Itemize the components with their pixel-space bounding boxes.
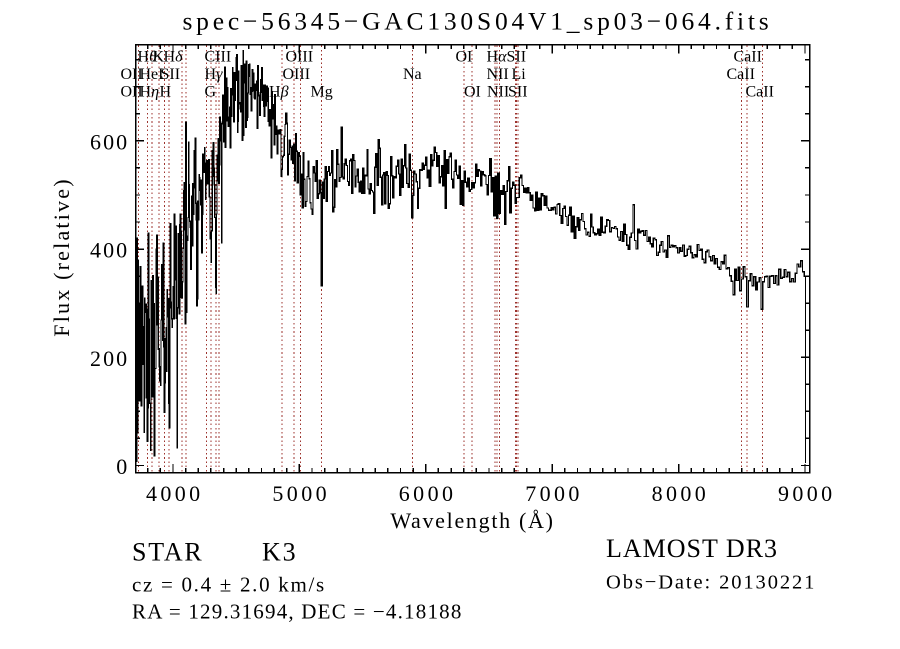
svg-text:OIII: OIII bbox=[286, 49, 314, 66]
svg-text:Mg: Mg bbox=[311, 84, 333, 101]
svg-text:H: H bbox=[160, 84, 172, 101]
svg-text:CaII: CaII bbox=[734, 49, 762, 66]
svg-text:OI: OI bbox=[464, 84, 481, 101]
svg-text:OII: OII bbox=[121, 84, 143, 101]
svg-text:Hδ: Hδ bbox=[164, 49, 184, 66]
svg-text:spec−56345−GAC130S04V1_sp03−06: spec−56345−GAC130S04V1_sp03−064.fits bbox=[182, 7, 772, 36]
svg-text:0: 0 bbox=[116, 454, 129, 479]
svg-text:4000: 4000 bbox=[146, 481, 204, 506]
svg-text:Flux (relative): Flux (relative) bbox=[49, 177, 74, 336]
svg-text:Hβ: Hβ bbox=[269, 84, 289, 101]
svg-text:5000: 5000 bbox=[272, 481, 330, 506]
svg-text:cz = 0.4 ± 2.0 km/s: cz = 0.4 ± 2.0 km/s bbox=[132, 573, 326, 597]
svg-text:200: 200 bbox=[90, 346, 129, 371]
svg-text:Hη: Hη bbox=[140, 84, 160, 101]
svg-text:K: K bbox=[153, 49, 165, 66]
svg-text:600: 600 bbox=[90, 129, 129, 154]
svg-text:G: G bbox=[205, 84, 217, 101]
svg-text:NII: NII bbox=[487, 66, 509, 83]
svg-text:SII: SII bbox=[507, 49, 527, 66]
svg-text:Na: Na bbox=[403, 66, 422, 83]
svg-text:Li: Li bbox=[512, 66, 527, 83]
svg-text:Hα: Hα bbox=[487, 49, 508, 66]
svg-text:7000: 7000 bbox=[525, 481, 583, 506]
svg-text:OIII: OIII bbox=[283, 66, 311, 83]
svg-text:SII: SII bbox=[161, 66, 181, 83]
svg-text:K3: K3 bbox=[262, 538, 297, 567]
svg-text:Wavelength (Å): Wavelength (Å) bbox=[390, 508, 554, 533]
svg-text:OII: OII bbox=[121, 66, 143, 83]
svg-text:OI: OI bbox=[456, 49, 473, 66]
svg-text:HeI: HeI bbox=[140, 66, 164, 83]
svg-text:Hγ: Hγ bbox=[205, 66, 224, 83]
svg-text:CIII: CIII bbox=[205, 49, 232, 66]
svg-text:6000: 6000 bbox=[399, 481, 457, 506]
svg-text:RA = 129.31694, DEC = −4.1818: RA = 129.31694, DEC = −4.18188 bbox=[132, 600, 463, 624]
svg-text:CaII: CaII bbox=[746, 84, 774, 101]
svg-text:STAR: STAR bbox=[132, 538, 204, 567]
svg-text:CaII: CaII bbox=[727, 66, 755, 83]
svg-text:8000: 8000 bbox=[652, 481, 710, 506]
svg-text:400: 400 bbox=[90, 238, 129, 263]
svg-text:SII: SII bbox=[508, 84, 528, 101]
svg-text:9000: 9000 bbox=[778, 481, 836, 506]
svg-text:Obs−Date: 20130221: Obs−Date: 20130221 bbox=[606, 572, 816, 594]
svg-text:Hθ: Hθ bbox=[138, 49, 158, 66]
svg-text:NII: NII bbox=[487, 84, 509, 101]
svg-text:LAMOST DR3: LAMOST DR3 bbox=[606, 534, 778, 563]
